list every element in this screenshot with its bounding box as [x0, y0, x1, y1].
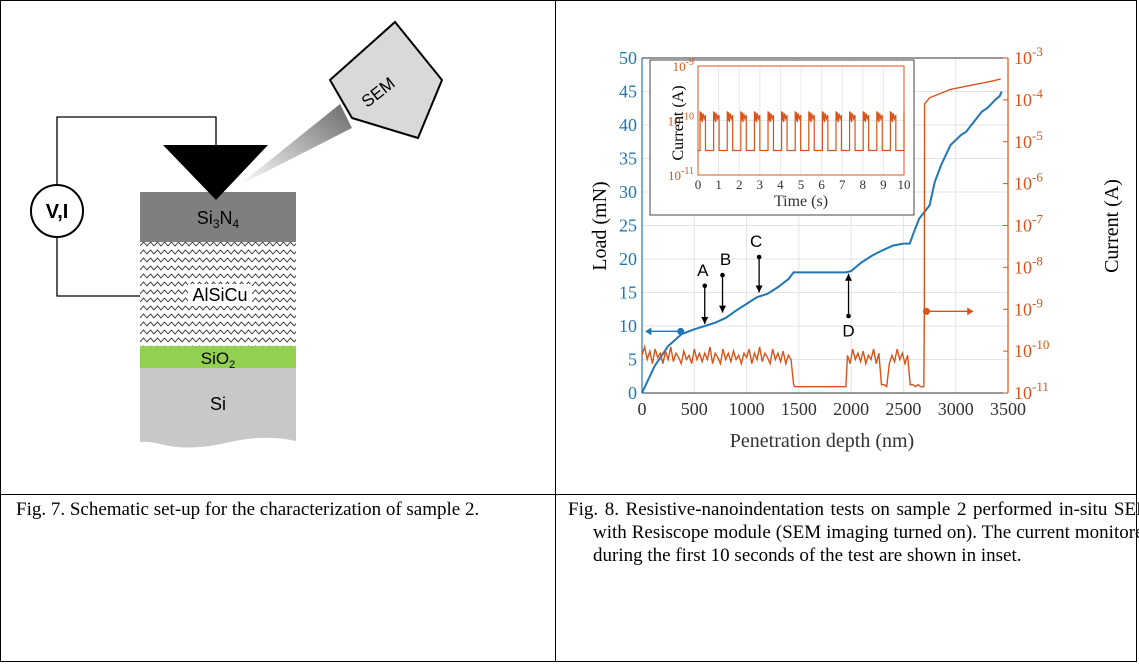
inset-x-tick-label: 5: [798, 177, 805, 192]
fig7-schematic: V,I Si3N4 AlSiCu SiO2 Si SEM: [30, 20, 444, 448]
annotation-arrowhead: [719, 305, 727, 313]
y-tick-label: 25: [619, 216, 637, 236]
fig8-caption: Fig. 8. Resistive-nanoindentation tests …: [568, 499, 1139, 566]
y-tick-label: 0: [628, 383, 637, 403]
annotation-label: D: [842, 322, 854, 341]
x-axis-label: Penetration depth (nm): [730, 430, 914, 452]
inset-x-tick-label: 2: [736, 177, 743, 192]
y-tick-label: 15: [619, 283, 637, 303]
y-tick-label: 45: [619, 82, 637, 102]
si3n4-layer: [140, 192, 296, 242]
current-axis-arrowhead: [967, 307, 974, 316]
y-tick-label: 50: [619, 48, 637, 68]
x-tick-label: 0: [638, 399, 647, 419]
si-substrate: [140, 368, 296, 448]
meter-label: V,I: [46, 201, 69, 223]
inset-x-tick-label: 8: [860, 177, 867, 192]
alsicu-label-bg: [188, 284, 252, 306]
annotation-arrowhead: [755, 285, 763, 293]
inset-x-axis-label: Time (s): [774, 193, 828, 210]
y2-tick-label: 10-9: [1014, 295, 1043, 319]
chart-axes: [641, 57, 1009, 394]
y2-tick-label: 10-6: [1014, 170, 1043, 194]
chart-annotations: ABC D: [697, 232, 855, 341]
x-tick-label: 3500: [990, 399, 1026, 419]
inset-y-axis-label: Current (A): [670, 85, 687, 160]
inset-x-tick-label: 6: [818, 177, 825, 192]
y-tick-label: 5: [628, 350, 637, 370]
chart-series: [641, 78, 1003, 394]
y2-tick-label: 10-4: [1014, 86, 1043, 110]
annotation-label: C: [750, 232, 762, 251]
annotation-arrowhead: [701, 316, 709, 324]
annotation-label: B: [720, 250, 731, 269]
load-series-line: [641, 91, 1003, 394]
y2-tick-label: 10-8: [1014, 253, 1043, 277]
sio2-label: SiO2: [201, 349, 235, 371]
y2-axis-label: Current (A): [1101, 179, 1123, 273]
y2-tick-label: 10-11: [1014, 379, 1049, 403]
row-divider: [0, 494, 1137, 495]
si-label: Si: [210, 394, 226, 414]
inset-x-tick-label: 1: [715, 177, 722, 192]
y2-tick-label: 10-5: [1014, 128, 1043, 152]
inset-x-tick-label: 9: [880, 177, 887, 192]
inset-current-series-line: [698, 111, 905, 152]
y-tick-label: 30: [619, 182, 637, 202]
meter-symbol: [30, 184, 84, 238]
column-divider: [555, 0, 556, 662]
y-axis-label: Load (mN): [589, 181, 611, 270]
inset-x-tick-label: 10: [898, 177, 911, 192]
x-tick-label: 3000: [938, 399, 974, 419]
current-series-line: [641, 78, 1001, 389]
x-tick-label: 2000: [833, 399, 869, 419]
inset-x-tick-label: 3: [757, 177, 764, 192]
y-tick-label: 10: [619, 316, 637, 336]
si3n4-label: Si3N4: [197, 208, 240, 231]
fig7-caption: Fig. 7. Schematic set-up for the charact…: [16, 499, 480, 520]
annotation-label: A: [697, 261, 709, 280]
y-tick-label: 35: [619, 149, 637, 169]
x-tick-label: 2500: [885, 399, 921, 419]
y-tick-label: 20: [619, 249, 637, 269]
x-tick-label: 1000: [729, 399, 765, 419]
load-axis-arrowhead: [645, 327, 652, 336]
circuit-wire-bottom: [56, 234, 140, 297]
x-tick-label: 1500: [781, 399, 817, 419]
y-tick-label: 40: [619, 115, 637, 135]
y2-tick-label: 10-7: [1014, 212, 1043, 236]
inset-x-tick-label: 0: [695, 177, 702, 192]
electron-beam: [238, 104, 352, 186]
x-tick-label: 500: [681, 399, 708, 419]
y2-tick-label: 10-3: [1014, 44, 1043, 68]
sem-column-icon: [328, 20, 444, 140]
circuit-wire-top: [56, 116, 217, 188]
sio2-layer: [140, 346, 296, 368]
inset-x-tick-label: 4: [777, 177, 784, 192]
y2-tick-label: 10-10: [1014, 337, 1049, 361]
inset-x-tick-label: 7: [839, 177, 846, 192]
alsicu-label: AlSiCu: [192, 285, 247, 305]
fig8-chart: 0 500 1000 1500 2000 2500 3000 3500051015202530…: [589, 44, 1123, 452]
indenter-tip-icon: [163, 145, 268, 200]
annotation-arrowhead: [845, 273, 853, 281]
inset-frame: [649, 59, 915, 216]
